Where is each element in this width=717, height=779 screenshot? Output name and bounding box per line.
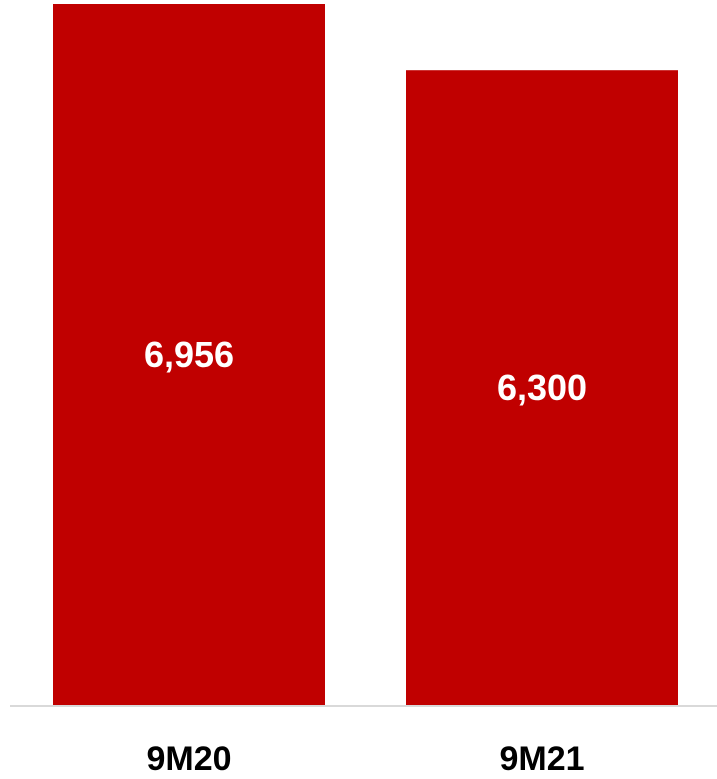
x-tick-label-9M21: 9M21 (499, 740, 584, 778)
labels-group: 6,956 9M20 6,300 9M21 (144, 334, 587, 778)
data-label-9M20: 6,956 (144, 334, 234, 375)
bars-group (53, 4, 678, 707)
bar-9M21 (406, 70, 678, 707)
bar-9M20 (53, 4, 325, 706)
x-tick-label-9M20: 9M20 (146, 740, 231, 778)
data-label-9M21: 6,300 (497, 367, 587, 408)
